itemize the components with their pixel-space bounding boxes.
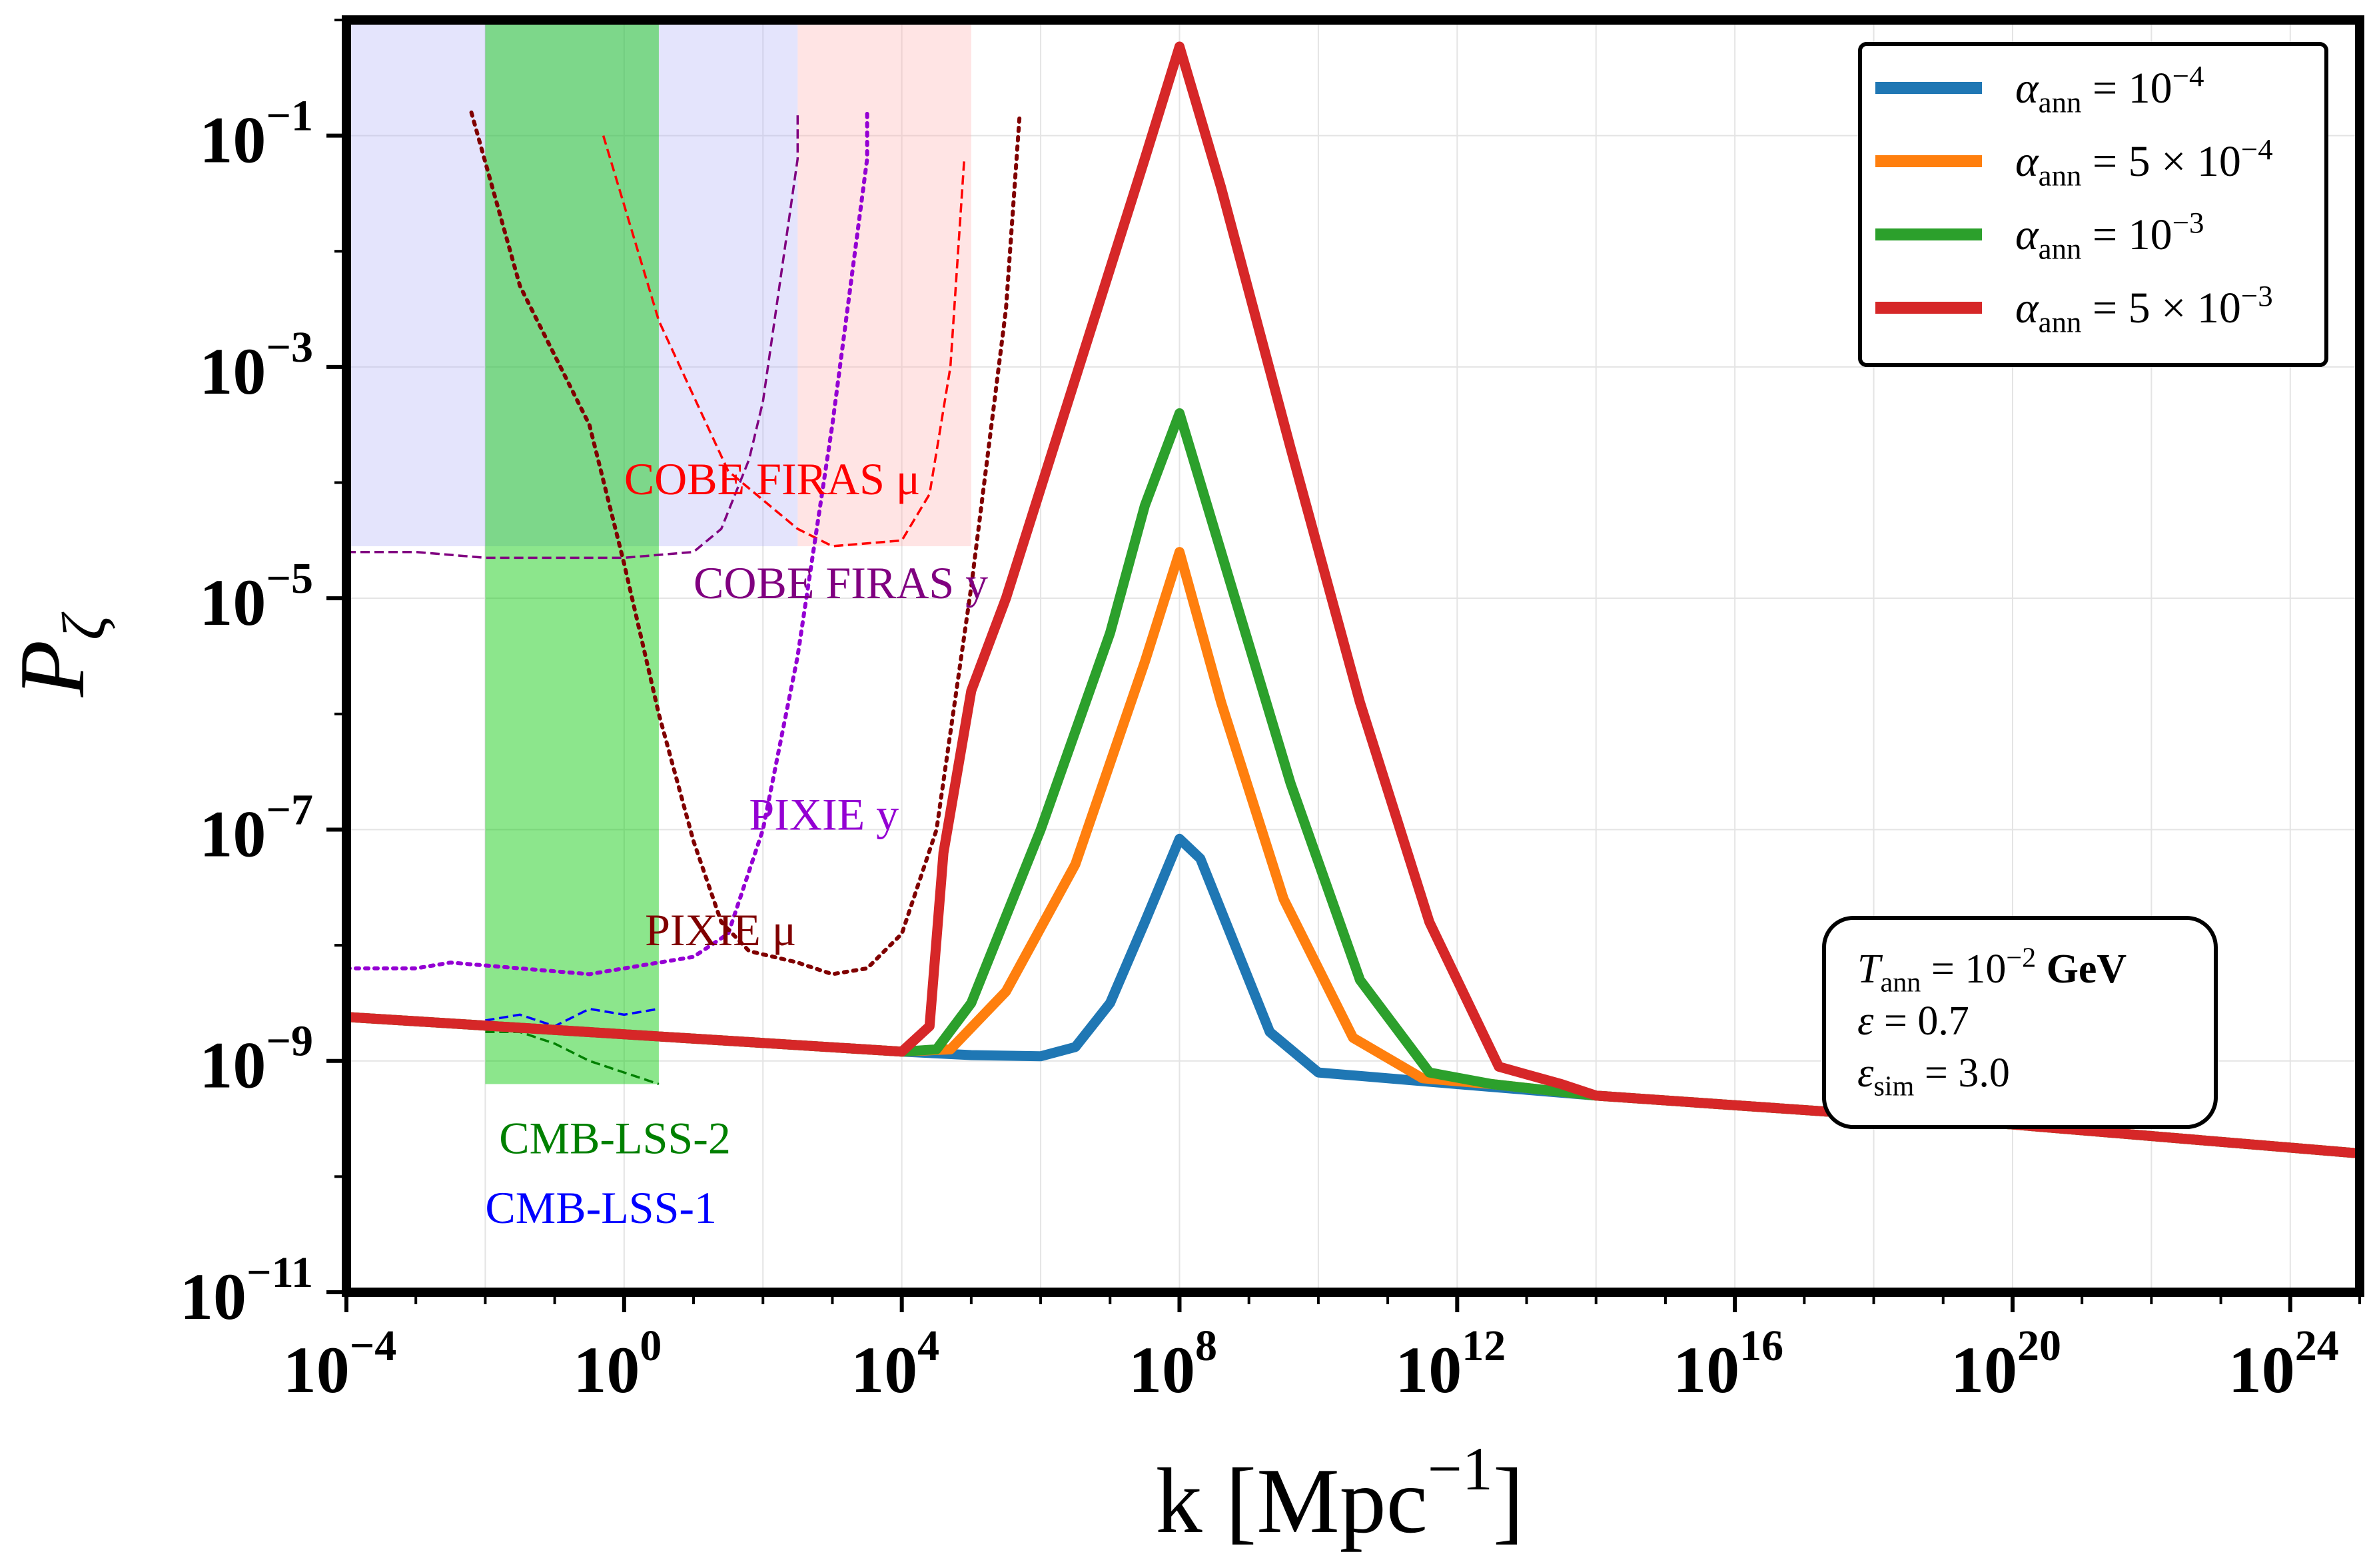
parameter-line: ε = 0.7 [1857, 998, 1969, 1044]
y-tick-label: 10−7 [199, 785, 313, 871]
y-tick-label: 10−1 [199, 92, 313, 177]
legend-entry: αann = 10−4 [2015, 59, 2204, 119]
parameter-box-frame [1822, 916, 2218, 1129]
series-line-2 [346, 408, 2360, 1159]
y-tick-label: 10−3 [199, 323, 313, 408]
parameter-line: εsim = 3.0 [1857, 1050, 2010, 1102]
y-tick-label: 10−5 [199, 554, 313, 639]
y-tick-label: 10−9 [199, 1017, 313, 1102]
y-tick-label: 10−11 [180, 1248, 313, 1334]
series-lines [346, 41, 2360, 1159]
x-tick-label: 1024 [2228, 1322, 2339, 1407]
x-tick-label: 1020 [1951, 1322, 2061, 1407]
shaded-region-2 [485, 20, 659, 1084]
region-label: PIXIE y [749, 789, 899, 839]
region-label: CMB-LSS-2 [499, 1113, 731, 1164]
legend: αann = 10−4 αann = 5 × 10−4 αann = 10−3 αan… [1858, 42, 2328, 367]
legend-entry: αann = 10−3 [2015, 206, 2204, 266]
legend-entry: αann = 5 × 10−3 [2015, 279, 2273, 339]
constraint-curve-1 [346, 112, 799, 560]
x-tick-label: 10−4 [283, 1322, 397, 1407]
x-tick-label: 108 [1129, 1322, 1217, 1407]
plot-frame [342, 15, 2364, 1297]
constraint-curve-2 [346, 110, 869, 977]
region-labels: COBE FIRAS μ COBE FIRAS y PIXIE y PIXIE μ CM… [485, 454, 988, 1233]
region-label: CMB-LSS-1 [485, 1182, 717, 1233]
region-label: COBE FIRAS μ [624, 454, 921, 504]
axes [326, 15, 2364, 1312]
tick-labels: 10−4 100 104 108 1012 1016 1020 1024 10−11 10−9 10… [180, 92, 2339, 1407]
legend-box [1858, 42, 2328, 367]
parameter-line: Tann = 10−2 GeV [1857, 942, 2127, 998]
region-label: COBE FIRAS y [694, 558, 988, 608]
x-axis-title: k [Mpc−1] [1156, 1435, 1524, 1553]
constraint-curve-3 [469, 110, 1022, 977]
x-tick-label: 104 [851, 1322, 939, 1407]
x-tick-label: 1016 [1673, 1322, 1783, 1407]
y-axis-title: Pζ [1, 611, 118, 698]
axis-titles: k [Mpc−1] Pζ [1, 611, 1524, 1553]
constraint-curve-5 [485, 1007, 660, 1028]
constraint-regions [346, 20, 971, 1084]
series-line-3 [346, 41, 2360, 1159]
legend-entry: αann = 5 × 10−4 [2015, 133, 2273, 193]
x-tick-label: 100 [573, 1322, 662, 1407]
region-label: PIXIE μ [645, 905, 796, 955]
x-tick-label: 1012 [1395, 1322, 1506, 1407]
